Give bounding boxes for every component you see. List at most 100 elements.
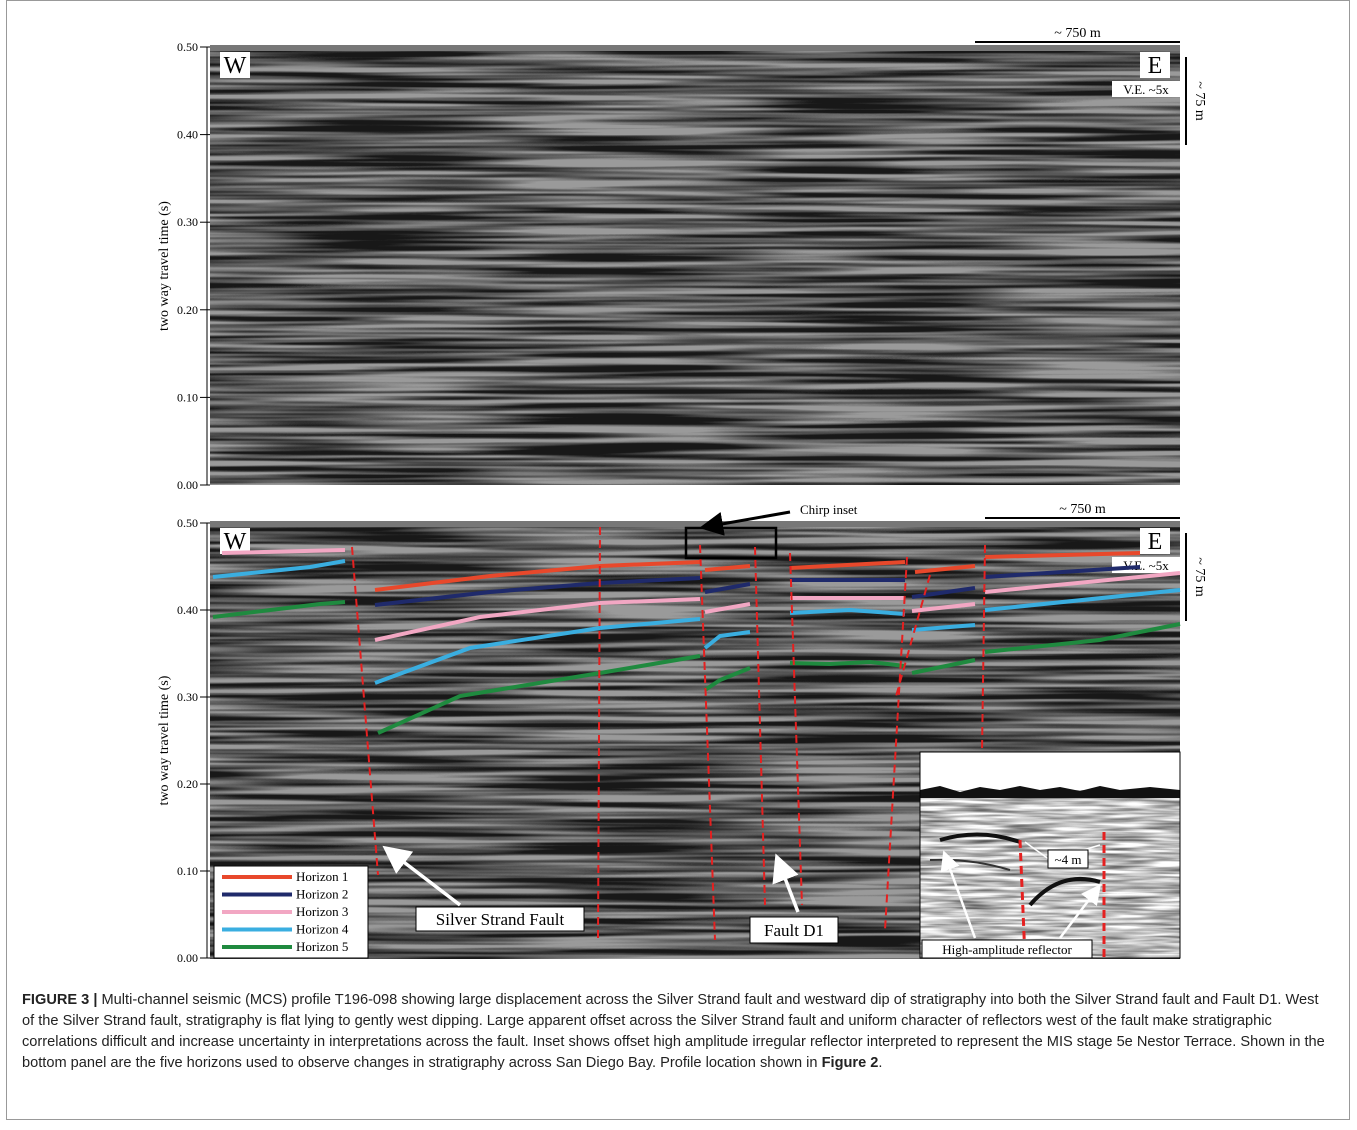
fault-line	[981, 544, 986, 753]
inset-reflector	[939, 832, 1021, 844]
west-label: W	[224, 53, 247, 79]
annotation: High-amplitude reflector	[942, 942, 1072, 957]
label-box	[1140, 52, 1170, 78]
y-tick-label: 0.10	[177, 864, 198, 878]
y-tick-label: 0.40	[177, 603, 198, 617]
horizon-line	[914, 564, 976, 574]
horizon-line	[704, 582, 751, 594]
inset-seafloor	[920, 786, 1180, 798]
legend-label: Horizon 4	[296, 922, 349, 937]
annotation: Chirp inset	[800, 502, 858, 517]
y-tick-label: 0.50	[177, 516, 198, 530]
label-box	[415, 906, 585, 932]
caption: FIGURE 3 | Multi-channel seismic (MCS) p…	[22, 990, 1332, 1074]
horizon-line	[374, 601, 601, 642]
y-tick-label: 0.20	[177, 303, 198, 317]
ve-label: V.E. ~5x	[1123, 558, 1169, 573]
label-box	[220, 528, 250, 554]
horizon-line	[374, 626, 601, 685]
horizon-line	[984, 588, 1181, 612]
west-label: W	[224, 529, 247, 555]
horizon-line	[599, 654, 701, 675]
inset-image	[920, 790, 1180, 958]
horizon-line	[789, 607, 906, 616]
y-axis-label: two way travel time (s)	[157, 201, 172, 331]
fault-line	[1018, 839, 1027, 959]
horizon-line	[911, 602, 976, 613]
horizon-line	[374, 581, 601, 607]
annotation: Fault D1	[764, 921, 824, 940]
panel-bottom: 0.00 0.10 0.20 0.30 0.40 0.50 two way travel t…	[157, 502, 1207, 965]
horizon-line	[703, 666, 751, 692]
inset-border	[919, 751, 1181, 959]
legend-label: Horizon 2	[296, 887, 348, 902]
pointer	[1024, 841, 1051, 861]
horizon-line	[212, 600, 346, 619]
inset-reflector	[1028, 877, 1101, 907]
caption-end: .	[878, 1055, 883, 1071]
y-tick-label: 0.00	[177, 478, 198, 492]
horizon-line	[984, 565, 1141, 579]
arrow	[772, 853, 800, 913]
y-axis-label: two way travel time (s)	[157, 675, 172, 805]
y-tick-label: 0.20	[177, 777, 198, 791]
horizon-line	[911, 586, 976, 599]
legend-label: Horizon 3	[296, 904, 348, 919]
caption-text: Multi-channel seismic (MCS) profile T196…	[22, 992, 1325, 1071]
east-label: E	[1148, 53, 1163, 79]
fault-line	[884, 556, 908, 931]
scale-bar-label: ~ 750 m	[1059, 502, 1106, 517]
horizon-line	[789, 659, 906, 668]
horizon-line	[374, 564, 601, 592]
label-box	[220, 52, 250, 78]
label-box	[1112, 81, 1180, 97]
horizon-line	[984, 622, 1181, 654]
seismic-image	[210, 45, 1180, 485]
ve-label: V.E. ~5x	[1123, 82, 1169, 97]
legend-label: Horizon 5	[296, 939, 348, 954]
horizon-line	[704, 564, 751, 572]
arrow	[940, 850, 977, 939]
panel-top: 0.00 0.10 0.20 0.30 0.40 0.50 two way travel t…	[157, 26, 1207, 492]
y-tick-label: 0.10	[177, 390, 198, 404]
label-box	[1047, 849, 1089, 869]
fault-line	[699, 544, 716, 941]
y-tick-label: 0.40	[177, 128, 198, 142]
fault-line	[351, 546, 379, 876]
horizon-line	[911, 658, 976, 675]
annotation: Silver Strand Fault	[436, 910, 565, 929]
horizon-line	[599, 576, 701, 585]
arrow	[382, 845, 462, 907]
label-box	[1140, 528, 1170, 554]
inset-reflector	[929, 858, 1011, 871]
fault-line	[754, 546, 766, 906]
east-label: E	[1148, 529, 1163, 555]
caption-label: FIGURE 3 |	[22, 992, 98, 1008]
caption-ref: Figure 2	[821, 1055, 879, 1071]
horizon-line	[212, 559, 346, 579]
y-tick-label: 0.50	[177, 40, 198, 54]
chirp-box	[684, 526, 778, 560]
horizon-line	[911, 623, 976, 632]
horizon-line	[789, 560, 906, 570]
horizon-line	[703, 630, 751, 650]
horizon-line	[984, 571, 1181, 594]
horizon-line	[599, 560, 701, 568]
horizon-line	[377, 671, 601, 735]
y-tick-label: 0.30	[177, 690, 198, 704]
horizon-line	[221, 548, 346, 555]
label-box	[749, 916, 839, 944]
fault-line	[894, 574, 931, 701]
figure-frame	[6, 0, 1350, 1120]
fault-line	[789, 552, 803, 906]
figure: 0.00 0.10 0.20 0.30 0.40 0.50 two way travel t…	[157, 26, 1207, 965]
y-tick-label: 0.30	[177, 215, 198, 229]
seafloor	[210, 45, 1180, 51]
y-tick-label: 0.00	[177, 951, 198, 965]
scale-bar-label: ~ 750 m	[1054, 26, 1101, 41]
vertical-scale-label: ~ 75 m	[1192, 557, 1207, 597]
seafloor	[210, 521, 1180, 527]
arrow	[699, 510, 791, 536]
annotation: ~4 m	[1055, 852, 1082, 867]
